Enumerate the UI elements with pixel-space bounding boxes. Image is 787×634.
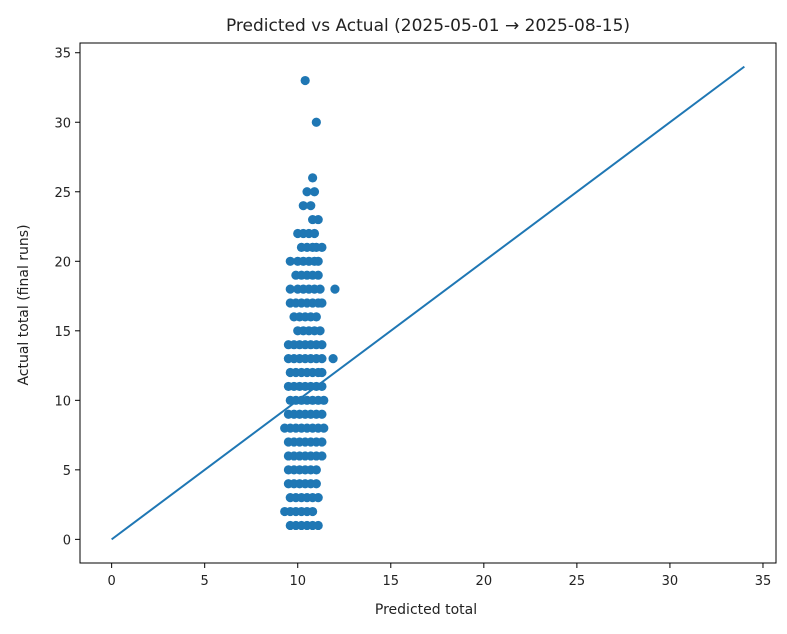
- data-point: [298, 201, 308, 211]
- y-tick-label: 25: [54, 186, 71, 201]
- data-point: [306, 201, 316, 211]
- x-tick-label: 20: [476, 574, 493, 589]
- data-point: [300, 75, 310, 86]
- x-tick-label: 30: [662, 574, 679, 589]
- data-point: [319, 423, 329, 433]
- data-point: [311, 312, 321, 322]
- data-point: [313, 256, 323, 266]
- data-point: [309, 187, 320, 197]
- data-point: [315, 326, 325, 336]
- data-point: [313, 214, 323, 225]
- data-point: [285, 256, 295, 266]
- data-point: [311, 479, 321, 489]
- x-tick-label: 15: [383, 574, 400, 589]
- y-tick-label: 10: [54, 394, 71, 409]
- plot-frame: [79, 42, 777, 564]
- data-point: [313, 270, 323, 280]
- x-tick-label: 5: [201, 574, 209, 589]
- data-point: [317, 354, 327, 364]
- x-tick-label: 25: [569, 574, 586, 589]
- y-tick-label: 35: [54, 47, 71, 62]
- data-point: [302, 187, 312, 197]
- plot-area: [111, 65, 745, 541]
- data-point: [311, 465, 321, 475]
- data-point: [313, 520, 323, 531]
- data-point: [319, 395, 329, 405]
- y-tick-label: 30: [54, 116, 71, 131]
- data-point: [317, 340, 327, 350]
- data-point: [308, 506, 318, 517]
- reference-line-group: [111, 65, 745, 541]
- points-group: [280, 75, 340, 531]
- data-point: [315, 284, 325, 294]
- data-point: [309, 228, 320, 239]
- data-point: [317, 242, 327, 252]
- y-axis-label: Actual total (final runs): [16, 224, 32, 385]
- data-point: [330, 284, 340, 294]
- data-point: [328, 354, 338, 364]
- y-tick-label: 15: [54, 325, 71, 340]
- x-axis-label: Predicted total: [375, 602, 477, 618]
- identity-line: [111, 65, 745, 541]
- data-point: [317, 451, 327, 461]
- x-tick-label: 10: [289, 574, 306, 589]
- data-point: [313, 493, 323, 503]
- data-point: [317, 381, 327, 392]
- y-tick-label: 0: [63, 533, 71, 548]
- data-point: [317, 367, 327, 378]
- y-tick-label: 5: [63, 464, 71, 479]
- y-axis: 0 5 10 15 20 25 30 35: [54, 47, 80, 548]
- x-tick-label: 0: [107, 574, 115, 589]
- data-point: [317, 409, 327, 419]
- data-point: [311, 117, 321, 127]
- data-point: [317, 298, 327, 308]
- data-point: [308, 173, 318, 183]
- x-axis: 0 5 10 15 20 25 30 35: [107, 563, 771, 589]
- x-tick-label: 35: [755, 574, 772, 589]
- data-point: [285, 284, 295, 294]
- chart-title: Predicted vs Actual (2025-05-01 → 2025-0…: [226, 16, 630, 36]
- y-tick-label: 20: [54, 255, 71, 270]
- data-point: [317, 437, 327, 447]
